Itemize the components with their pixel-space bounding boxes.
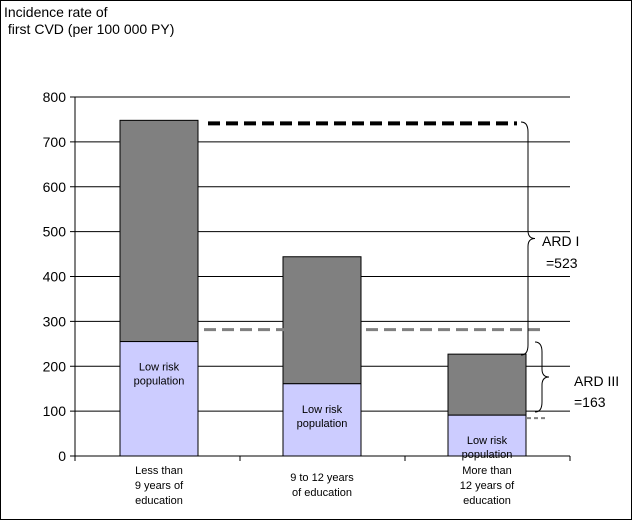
bar-upper-segment xyxy=(119,119,199,343)
segment-label: Low risk xyxy=(139,362,180,374)
y-tick-label: 0 xyxy=(58,448,66,464)
y-tick-label: 300 xyxy=(43,313,67,329)
ard-iii-brace xyxy=(534,341,550,413)
ard-i-value: =523 xyxy=(546,255,578,271)
y-tick-label: 600 xyxy=(43,179,67,195)
bar-upper-segment xyxy=(447,353,527,416)
x-category-label: 12 years of xyxy=(460,480,515,492)
ard-i-brace xyxy=(520,121,536,356)
bar-low-risk-segment xyxy=(282,383,362,457)
x-category-label: Less than xyxy=(135,465,183,477)
bar-low-risk-segment xyxy=(447,414,527,457)
y-tick-label: 500 xyxy=(43,224,67,240)
y-axis-label: Incidence rate of first CVD (per 100 000… xyxy=(4,4,175,37)
segment-label: Low risk xyxy=(302,404,343,416)
x-category-label: 9 years of xyxy=(135,480,184,492)
x-category-label: More than xyxy=(462,465,512,477)
ard-iii-label: ARD III xyxy=(574,373,619,389)
bar-low-risk-segment xyxy=(119,341,199,457)
y-tick-label: 800 xyxy=(43,89,67,105)
x-category-label: of education xyxy=(292,487,352,499)
segment-label: population xyxy=(134,376,185,388)
y-tick-label: 100 xyxy=(43,403,67,419)
x-category-label: 9 to 12 years xyxy=(290,472,354,484)
y-tick-label: 200 xyxy=(43,358,67,374)
x-category-label: education xyxy=(463,495,511,507)
x-category-label: education xyxy=(135,495,183,507)
segment-label: population xyxy=(297,418,348,430)
segment-label: Low risk xyxy=(467,435,508,447)
ard-i-label: ARD I xyxy=(542,233,579,249)
y-tick-label: 400 xyxy=(43,269,67,285)
ard-iii-value: =163 xyxy=(574,394,606,410)
segment-label: population xyxy=(462,449,513,461)
bar-upper-segment xyxy=(282,256,362,385)
y-tick-label: 700 xyxy=(43,134,67,150)
